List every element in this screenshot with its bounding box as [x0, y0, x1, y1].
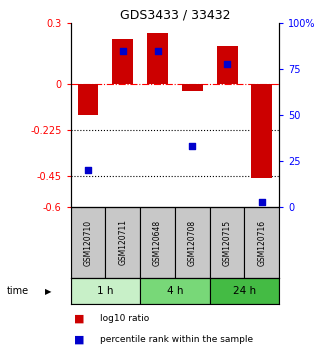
Text: time: time — [6, 286, 29, 296]
Bar — [182, 84, 203, 91]
Bar — [71, 278, 140, 304]
Text: GSM120648: GSM120648 — [153, 219, 162, 266]
Point — [190, 143, 195, 149]
Text: GSM120716: GSM120716 — [257, 219, 266, 266]
Point — [259, 199, 265, 204]
Bar — [210, 207, 245, 278]
Bar — [140, 278, 210, 304]
Text: percentile rank within the sample: percentile rank within the sample — [100, 335, 253, 344]
Text: GSM120710: GSM120710 — [83, 219, 92, 266]
Bar — [245, 207, 279, 278]
Text: 4 h: 4 h — [167, 286, 183, 296]
Bar — [105, 207, 140, 278]
Point — [120, 48, 125, 53]
Text: log10 ratio: log10 ratio — [100, 314, 149, 323]
Bar — [217, 46, 238, 84]
Text: GSM120711: GSM120711 — [118, 219, 127, 266]
Text: ▶: ▶ — [45, 287, 51, 296]
Point — [85, 167, 91, 173]
Bar — [251, 84, 272, 178]
Point — [155, 48, 160, 53]
Text: ■: ■ — [74, 335, 84, 345]
Text: 1 h: 1 h — [97, 286, 114, 296]
Bar — [210, 278, 279, 304]
Bar — [71, 207, 105, 278]
Text: ■: ■ — [74, 314, 84, 324]
Bar — [140, 207, 175, 278]
Bar — [147, 33, 168, 84]
Point — [224, 61, 230, 66]
Text: GSM120715: GSM120715 — [222, 219, 232, 266]
Title: GDS3433 / 33432: GDS3433 / 33432 — [120, 9, 230, 22]
Text: GSM120708: GSM120708 — [188, 219, 197, 266]
Text: 24 h: 24 h — [233, 286, 256, 296]
Bar — [78, 84, 99, 115]
Bar — [175, 207, 210, 278]
Bar — [112, 39, 133, 84]
